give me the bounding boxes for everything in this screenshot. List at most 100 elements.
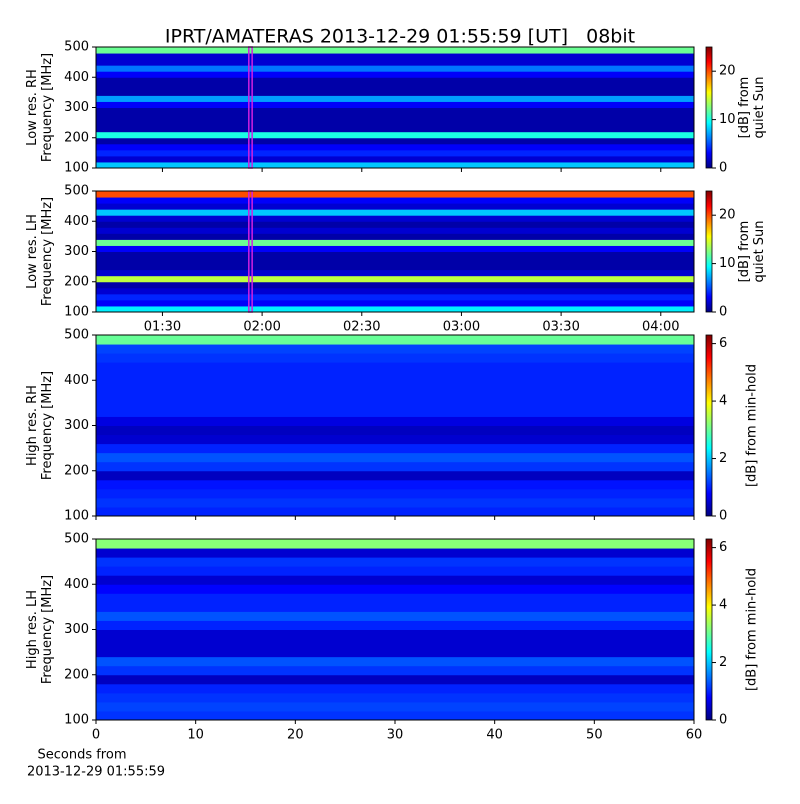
heatmap-cell xyxy=(96,470,694,481)
heatmap-cell xyxy=(96,119,694,127)
colorbar-tick-label: 4 xyxy=(719,598,727,613)
x-tick-label: 04:00 xyxy=(642,320,679,335)
y-tick-label: 200 xyxy=(64,667,89,682)
y-axis-label: High res. LH xyxy=(25,590,40,669)
x-axis-label: 2013-12-29 01:55:59 xyxy=(27,765,165,780)
heatmap-cell xyxy=(96,443,694,454)
heatmap-cell xyxy=(96,161,694,169)
heatmap-cell xyxy=(96,299,694,307)
y-tick-label: 300 xyxy=(64,244,89,259)
colorbar-label: quiet Sun xyxy=(752,220,767,282)
y-axis-label: Frequency [MHz] xyxy=(40,53,55,162)
y-tick-label: 400 xyxy=(64,577,89,592)
y-tick-label: 300 xyxy=(64,100,89,115)
heatmap-cell xyxy=(96,305,694,313)
colorbar-tick-label: 20 xyxy=(719,64,736,79)
heatmap-cell xyxy=(96,107,694,115)
heatmap-cell xyxy=(96,548,694,558)
y-tick-label: 100 xyxy=(64,509,89,524)
heatmap-cell xyxy=(96,593,694,603)
heatmap-cell xyxy=(96,497,694,508)
x-tick-label: 40 xyxy=(486,728,503,743)
x-tick-label: 0 xyxy=(92,728,100,743)
heatmap-cell xyxy=(96,113,694,121)
colorbar xyxy=(705,538,713,721)
heatmap-cell xyxy=(96,257,694,265)
heatmap-cell xyxy=(96,629,694,640)
y-tick-label: 400 xyxy=(64,70,89,85)
heatmap-cell xyxy=(96,602,694,612)
colorbar-label: quiet Sun xyxy=(752,76,767,138)
heatmap-cell xyxy=(96,353,694,363)
x-axis-label: Seconds from xyxy=(37,748,126,763)
colorbar xyxy=(705,334,713,517)
y-tick-label: 500 xyxy=(64,40,89,55)
heatmap-cell xyxy=(96,65,694,72)
heatmap-cell xyxy=(96,251,694,259)
y-tick-label: 100 xyxy=(64,713,89,728)
heatmap-cell xyxy=(96,83,694,90)
heatmap-cell xyxy=(96,398,694,408)
x-tick-label: 03:00 xyxy=(443,320,480,335)
heatmap-cell xyxy=(96,461,694,472)
colorbar-tick-label: 0 xyxy=(719,713,727,728)
heatmap-cell xyxy=(96,488,694,499)
y-tick-label: 500 xyxy=(64,184,89,199)
y-tick-label: 400 xyxy=(64,373,89,388)
heatmap-cell xyxy=(96,701,694,712)
heatmap-cell xyxy=(96,674,694,685)
heatmap-cell xyxy=(96,416,694,426)
y-tick-label: 200 xyxy=(64,463,89,478)
heatmap-cell xyxy=(96,209,694,216)
heatmap-cell xyxy=(96,275,694,283)
heatmap-cell xyxy=(96,53,694,60)
heatmap-cell xyxy=(96,155,694,163)
y-axis-label: Frequency [MHz] xyxy=(40,197,55,306)
heatmap-cell xyxy=(96,557,694,567)
y-tick-label: 100 xyxy=(64,305,89,320)
heatmap-cell xyxy=(96,566,694,576)
heatmap-cell xyxy=(96,125,694,133)
x-tick-label: 02:00 xyxy=(243,320,280,335)
colorbar-tick-label: 0 xyxy=(719,305,727,320)
y-axis-label: Low res. RH xyxy=(25,69,40,146)
heatmap-cell xyxy=(96,539,694,549)
heatmap-cell xyxy=(96,434,694,445)
heatmap-cell xyxy=(96,452,694,463)
x-tick-label: 20 xyxy=(287,728,304,743)
heatmap-cell xyxy=(96,215,694,222)
y-axis-label: Frequency [MHz] xyxy=(40,575,55,684)
heatmap-cell xyxy=(96,287,694,295)
y-axis-label: High res. RH xyxy=(25,385,40,466)
x-tick-label: 01:30 xyxy=(144,320,181,335)
x-tick-label: 50 xyxy=(586,728,603,743)
heatmap-cell xyxy=(96,131,694,139)
colorbar-label: [dB] from xyxy=(737,77,752,139)
heatmap-cell xyxy=(96,344,694,354)
heatmap-cell xyxy=(96,239,694,246)
heatmap-cell xyxy=(96,611,694,621)
heatmap-cell xyxy=(96,335,694,345)
heatmap-cell xyxy=(96,281,694,289)
heatmap-cell xyxy=(96,362,694,372)
x-tick-label: 03:30 xyxy=(542,320,579,335)
heatmap-cell xyxy=(96,656,694,667)
heatmap-cell xyxy=(96,479,694,490)
heatmap-cell xyxy=(96,59,694,66)
colorbar-label: [dB] from min-hold xyxy=(745,568,760,691)
y-axis-label: Frequency [MHz] xyxy=(40,371,55,480)
heatmap-cell xyxy=(96,407,694,417)
colorbar-tick-label: 0 xyxy=(719,161,727,176)
heatmap-cell xyxy=(96,89,694,96)
x-tick-label: 30 xyxy=(387,728,404,743)
heatmap-cell xyxy=(96,692,694,703)
heatmap-cell xyxy=(96,191,694,198)
heatmap-cell xyxy=(96,425,694,436)
colorbar-label: [dB] from xyxy=(737,221,752,283)
heatmap-cell xyxy=(96,233,694,240)
heatmap-cell xyxy=(96,269,694,277)
heatmap-cell xyxy=(96,371,694,381)
colorbar-tick-label: 2 xyxy=(719,655,727,670)
colorbar xyxy=(705,46,713,169)
